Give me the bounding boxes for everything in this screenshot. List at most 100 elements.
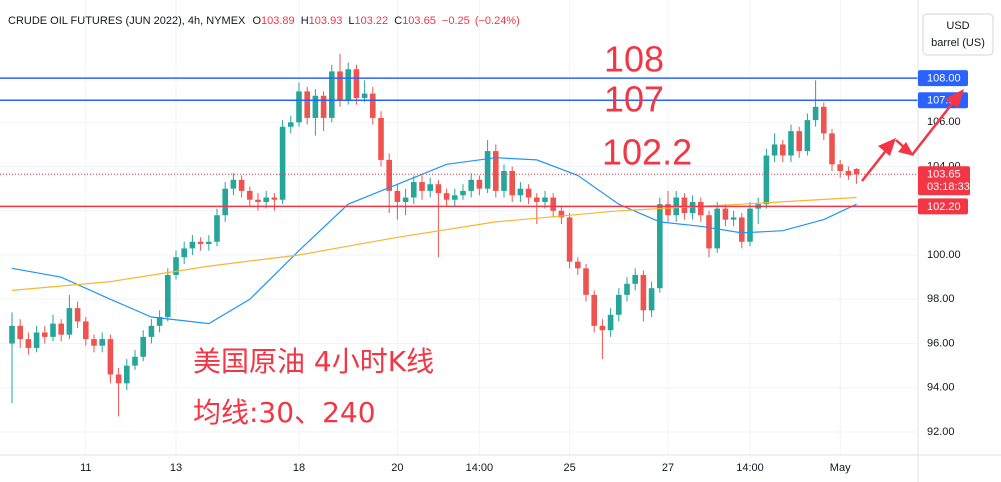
candle-body (263, 197, 269, 202)
arrow (911, 99, 956, 156)
candle-body (50, 323, 56, 337)
candle-body (460, 190, 466, 196)
candle-body (845, 170, 852, 176)
candle-body (657, 204, 663, 289)
candle-body (534, 197, 540, 202)
close-label: C (394, 15, 402, 27)
legend: CRUDE OIL FUTURES (JUN 2022), 4h, NYMEX … (8, 15, 520, 27)
countdown: 03:18:33 (927, 181, 970, 193)
candle-body (517, 188, 524, 196)
candle-body (788, 131, 794, 156)
candle-body (206, 241, 212, 244)
open-label: O (252, 15, 261, 27)
candle-body (747, 208, 753, 242)
currency-button[interactable] (922, 13, 994, 56)
level-label: 108.00 (927, 72, 961, 84)
candle-body (575, 261, 581, 269)
candle-body (304, 91, 310, 118)
level-label: 102.20 (927, 201, 961, 213)
candle-body (493, 151, 499, 191)
candle-body (222, 188, 228, 216)
candle-body (230, 179, 237, 189)
candle-body (353, 69, 360, 98)
candle-body (698, 201, 704, 216)
arrows (861, 89, 964, 182)
y-tick-label: 92.00 (927, 426, 955, 438)
candle-body (411, 182, 417, 198)
annotation: 108 (604, 39, 664, 80)
high-label: H (301, 15, 309, 27)
candle-body (25, 339, 32, 348)
candle-body (591, 294, 597, 326)
candle-body (124, 365, 130, 384)
candle-body (279, 126, 286, 200)
last-price-box (918, 166, 970, 196)
last-price-label: 103.65 (927, 169, 961, 181)
candle-body (525, 188, 532, 198)
candle-body (33, 332, 40, 348)
candle-body (312, 95, 319, 118)
x-tick-label: 25 (563, 462, 575, 474)
candle-body (821, 106, 827, 134)
candle-body (550, 197, 556, 211)
candle-body (66, 308, 73, 335)
open-value: 103.89 (261, 15, 295, 27)
candle-body (370, 93, 376, 118)
arrowhead (945, 89, 964, 108)
close-value: 103.65 (402, 15, 436, 27)
candle-body (771, 144, 778, 156)
y-tick-label: 106.00 (927, 116, 961, 128)
candle-body (386, 159, 392, 191)
candle-body (640, 274, 647, 311)
x-tick-label: 13 (170, 462, 182, 474)
candle-body (189, 241, 196, 249)
candle-body (566, 217, 573, 262)
candle-body (132, 356, 138, 366)
y-tick-label: 94.00 (927, 382, 955, 394)
candle-body (320, 95, 327, 118)
candle-body (624, 283, 630, 295)
symbol: CRUDE OIL FUTURES (JUN 2022), 4h, NYMEX (8, 15, 246, 27)
candle-body (17, 325, 23, 340)
candle-body (197, 241, 204, 244)
candle-body (148, 325, 155, 337)
candle-body (681, 197, 688, 214)
level-label-box (918, 70, 968, 87)
candle-body (583, 268, 589, 295)
annotation: 102.2 (602, 132, 692, 173)
annotation: 107 (604, 79, 664, 120)
candle-body (247, 190, 253, 200)
candle-body (156, 316, 163, 326)
candle-body (255, 199, 261, 202)
currency-unit: barrel (US) (931, 37, 985, 49)
candle-body (665, 204, 671, 216)
candle-body (558, 210, 565, 218)
arrowhead (878, 138, 896, 156)
low-value: 103.22 (355, 15, 389, 27)
candle-body (361, 93, 368, 98)
x-tick-label: 14:00 (736, 462, 764, 474)
candle-body (607, 314, 614, 331)
candle-body (181, 248, 187, 258)
candle-body (837, 164, 843, 171)
candle-body (476, 179, 483, 189)
candle-body (501, 170, 507, 191)
candle-body (853, 168, 860, 175)
plot (0, 53, 918, 417)
candle-body (9, 325, 15, 344)
x-tick-label: 14:00 (466, 462, 494, 474)
candle-body (238, 179, 245, 191)
candle-body (402, 197, 409, 202)
candle-body (648, 288, 655, 311)
x-tick-label: 18 (293, 462, 305, 474)
candle-body (271, 197, 278, 200)
candle-body (689, 201, 696, 214)
arrow (861, 147, 889, 182)
x-tick-label: 20 (391, 462, 403, 474)
candle-body (394, 190, 401, 202)
candle-body (706, 215, 712, 249)
annotation: 美国原油 4小时K线 (193, 345, 434, 378)
candle-body (812, 106, 819, 121)
